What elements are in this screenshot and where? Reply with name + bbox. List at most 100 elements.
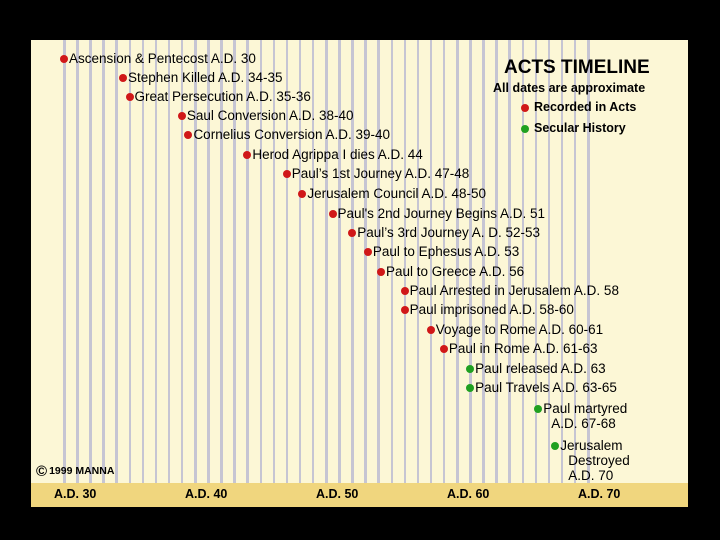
event-dot [298,190,307,198]
gridline-45 [259,40,262,483]
gridline-62 [482,40,485,483]
event-label: Paul to Greece A.D. 56 [386,264,525,279]
gridline-42 [220,40,223,483]
event-label: Paul's 2nd Journey Begins A.D. 51 [337,206,546,221]
event-label: Paul Arrested in Jerusalem A.D. 58 [409,283,619,298]
event-label: Great Persecution A.D. 35-36 [134,89,311,104]
gridline-36 [141,40,145,483]
copyright-text: 1999 MANNA [49,465,115,477]
gridline-70 [587,40,590,483]
gridline-33 [102,40,105,483]
event-dot [534,405,543,413]
event-label: Voyage to Rome A.D. 60-61 [435,322,604,337]
timeline-subtitle: All dates are approximate [493,81,646,95]
gridline-55 [390,40,393,483]
event-label: Destroyed [568,453,630,468]
axis-label: A.D. 50 [316,487,359,501]
timeline-panel: ACTS TIMELINE All dates are approximate … [31,40,688,507]
event-label: Stephen Killed A.D. 34-35 [127,70,283,85]
event-dot [282,170,291,178]
gridline-32 [89,40,92,483]
gridline-67 [547,40,551,483]
gridline-39 [180,40,184,483]
event-label: Paul’s 3rd Journey A. D. 52-53 [357,225,541,240]
gridline-50 [325,40,328,483]
gridline-54 [377,40,380,483]
event-dot [439,345,448,353]
event-dot [328,210,337,218]
event-label: Jerusalem Council A.D. 48-50 [307,186,486,201]
event-dot [363,248,372,256]
gridline-49 [311,40,315,483]
event-dot [400,306,409,314]
gridline-35 [128,40,131,483]
gridline-69 [573,40,577,483]
copyright-notice: © 1999 MANNA [36,463,114,480]
gridline-40 [194,40,197,483]
event-label: Paul to Ephesus A.D. 53 [372,244,520,259]
legend-dot-secular [521,125,529,133]
gridline-58 [429,40,433,483]
event-dot [466,384,475,392]
axis-label: A.D. 70 [578,487,621,501]
gridline-64 [508,40,511,483]
year-axis-bar [31,483,688,507]
axis-label: A.D. 40 [185,487,228,501]
event-dot [377,268,386,276]
event-dot [184,131,193,139]
event-dot [177,112,186,120]
axis-label: A.D. 30 [54,487,97,501]
legend-dot-acts [521,104,529,112]
event-dot [551,442,560,450]
axis-label: A.D. 60 [447,487,490,501]
event-label: Cornelius Conversion A.D. 39-40 [193,127,391,142]
event-dot [125,93,134,101]
gridline-61 [469,40,472,483]
event-label: Ascension & Pentecost A.D. 30 [69,51,256,66]
event-dot [60,55,68,63]
gridline-34 [115,40,118,483]
event-label: Paul Travels A.D. 63-65 [475,380,617,395]
gridline-31 [76,40,79,483]
event-label: A.D. 70 [568,468,614,483]
gridline-53 [364,40,367,483]
gridline-30 [63,40,66,483]
event-label: Paul imprisoned A.D. 58-60 [409,302,574,317]
event-label: Paul martyred [543,401,628,416]
gridline-51 [338,40,341,483]
event-dot [466,365,475,373]
gridline-60 [456,40,459,483]
gridline-38 [167,40,171,483]
gridline-37 [154,40,158,483]
gridline-41 [207,40,210,483]
gridline-47 [285,40,289,483]
gridline-56 [403,40,407,483]
event-dot [118,74,127,82]
gridline-63 [495,40,498,483]
gridline-66 [534,40,538,483]
event-label: Jerusalem [560,438,623,453]
legend-label-acts: Recorded in Acts [534,100,637,114]
gridline-43 [233,40,236,483]
event-label: A.D. 67-68 [551,416,616,431]
event-dot [348,229,357,237]
event-label: Paul released A.D. 63 [475,361,606,376]
gridline-59 [442,40,446,483]
event-dot [426,326,435,334]
gridline-46 [272,40,276,483]
copyright-symbol: © [36,463,48,480]
gridline-44 [246,40,249,483]
event-label: Paul in Rome A.D. 61-63 [448,341,598,356]
gridline-65 [521,40,524,483]
event-dot [400,287,409,295]
event-label: Paul’s 1st Journey A.D. 47-48 [291,166,470,181]
gridline-52 [351,40,354,483]
gridline-68 [560,40,564,483]
timeline-title: ACTS TIMELINE [504,57,650,78]
gridline-57 [416,40,420,483]
event-label: Herod Agrippa I dies A.D. 44 [252,147,423,162]
gridline-48 [298,40,302,483]
legend-label-secular: Secular History [534,121,626,135]
event-dot [243,151,252,159]
event-label: Saul Conversion A.D. 38-40 [186,108,354,123]
